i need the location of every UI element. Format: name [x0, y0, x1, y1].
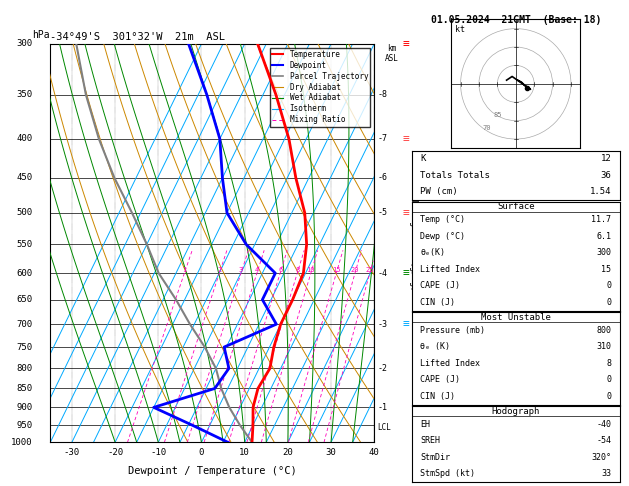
Text: -30: -30 — [64, 448, 80, 457]
Text: -10: -10 — [150, 448, 166, 457]
Text: 6: 6 — [278, 267, 282, 273]
Text: 0: 0 — [606, 392, 611, 401]
Text: CAPE (J): CAPE (J) — [420, 281, 460, 291]
Text: 4: 4 — [255, 267, 259, 273]
Text: ≡: ≡ — [403, 39, 409, 49]
Text: -4: -4 — [377, 269, 387, 278]
Text: Lifted Index: Lifted Index — [420, 265, 481, 274]
Text: CIN (J): CIN (J) — [420, 392, 455, 401]
Text: ≡: ≡ — [403, 268, 409, 278]
Text: 20: 20 — [351, 267, 359, 273]
Text: ≡: ≡ — [403, 208, 409, 218]
Text: StmDir: StmDir — [420, 453, 450, 462]
Text: Dewpoint / Temperature (°C): Dewpoint / Temperature (°C) — [128, 466, 297, 476]
Text: -8: -8 — [377, 90, 387, 99]
Text: 400: 400 — [16, 135, 33, 143]
Text: ≡: ≡ — [403, 319, 409, 329]
Text: 300: 300 — [16, 39, 33, 48]
Text: 15: 15 — [601, 265, 611, 274]
Text: 01.05.2024  21GMT  (Base: 18): 01.05.2024 21GMT (Base: 18) — [431, 15, 601, 25]
Text: K: K — [420, 155, 426, 163]
Text: 3: 3 — [239, 267, 243, 273]
Text: km
ASL: km ASL — [385, 44, 399, 63]
Text: StmSpd (kt): StmSpd (kt) — [420, 469, 476, 478]
Text: -54: -54 — [596, 436, 611, 445]
Text: 1000: 1000 — [11, 438, 33, 447]
Text: LCL: LCL — [377, 422, 391, 432]
Text: θₑ(K): θₑ(K) — [420, 248, 445, 258]
Text: 310: 310 — [596, 343, 611, 351]
Text: 11.7: 11.7 — [591, 215, 611, 225]
Text: CAPE (J): CAPE (J) — [420, 376, 460, 384]
Text: 40: 40 — [369, 448, 380, 457]
Text: 0: 0 — [606, 298, 611, 307]
Text: 0: 0 — [606, 376, 611, 384]
Text: ≡: ≡ — [403, 134, 409, 144]
Text: 36: 36 — [601, 171, 611, 180]
Text: -20: -20 — [107, 448, 123, 457]
Text: 1.54: 1.54 — [590, 188, 611, 196]
Text: Dewp (°C): Dewp (°C) — [420, 232, 465, 241]
Text: 15: 15 — [332, 267, 340, 273]
Text: -1: -1 — [377, 403, 387, 412]
Text: θₑ (K): θₑ (K) — [420, 343, 450, 351]
Text: 8: 8 — [606, 359, 611, 368]
Text: 650: 650 — [16, 295, 33, 304]
Text: hPa: hPa — [33, 30, 50, 40]
Text: EH: EH — [420, 420, 430, 429]
Text: 450: 450 — [16, 174, 33, 182]
Text: 70: 70 — [482, 125, 491, 131]
Text: 10: 10 — [306, 267, 315, 273]
Text: Surface: Surface — [497, 202, 535, 211]
Text: SREH: SREH — [420, 436, 440, 445]
Text: -3: -3 — [377, 320, 387, 329]
Text: 600: 600 — [16, 269, 33, 278]
Text: Temp (°C): Temp (°C) — [420, 215, 465, 225]
Text: 850: 850 — [16, 384, 33, 393]
Text: kt: kt — [455, 25, 465, 34]
Text: 500: 500 — [16, 208, 33, 217]
Text: Totals Totals: Totals Totals — [420, 171, 490, 180]
Text: Mixing Ratio (g/kg): Mixing Ratio (g/kg) — [409, 195, 418, 291]
Text: Most Unstable: Most Unstable — [481, 312, 551, 322]
Text: 800: 800 — [16, 364, 33, 373]
Text: 6.1: 6.1 — [596, 232, 611, 241]
Text: 30: 30 — [326, 448, 337, 457]
Text: 12: 12 — [601, 155, 611, 163]
Text: 20: 20 — [282, 448, 293, 457]
Text: -34°49'S  301°32'W  21m  ASL: -34°49'S 301°32'W 21m ASL — [50, 32, 225, 42]
Legend: Temperature, Dewpoint, Parcel Trajectory, Dry Adiabat, Wet Adiabat, Isotherm, Mi: Temperature, Dewpoint, Parcel Trajectory… — [270, 48, 370, 126]
Text: 33: 33 — [601, 469, 611, 478]
Text: 1: 1 — [182, 267, 187, 273]
Text: CIN (J): CIN (J) — [420, 298, 455, 307]
Text: -2: -2 — [377, 364, 387, 373]
Text: 700: 700 — [16, 320, 33, 329]
Text: -6: -6 — [377, 174, 387, 182]
Text: 0: 0 — [606, 281, 611, 291]
Text: Lifted Index: Lifted Index — [420, 359, 481, 368]
Text: 550: 550 — [16, 240, 33, 249]
Text: 750: 750 — [16, 343, 33, 351]
Text: 10: 10 — [239, 448, 250, 457]
Text: 0: 0 — [199, 448, 204, 457]
Text: PW (cm): PW (cm) — [420, 188, 458, 196]
Text: 900: 900 — [16, 403, 33, 412]
Text: -5: -5 — [377, 208, 387, 217]
Text: Pressure (mb): Pressure (mb) — [420, 326, 486, 335]
Text: Hodograph: Hodograph — [492, 407, 540, 416]
Text: -40: -40 — [596, 420, 611, 429]
Text: 950: 950 — [16, 421, 33, 430]
Text: 300: 300 — [596, 248, 611, 258]
Text: 350: 350 — [16, 90, 33, 99]
Text: 2: 2 — [217, 267, 221, 273]
Text: 800: 800 — [596, 326, 611, 335]
Text: 85: 85 — [494, 112, 502, 118]
Text: 25: 25 — [365, 267, 374, 273]
Text: -7: -7 — [377, 135, 387, 143]
Text: 8: 8 — [295, 267, 299, 273]
Text: 320°: 320° — [591, 453, 611, 462]
